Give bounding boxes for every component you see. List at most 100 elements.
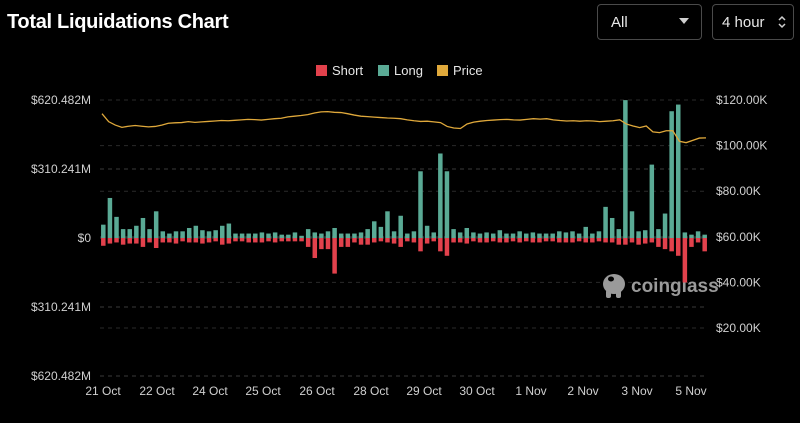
short-bar <box>451 238 456 243</box>
long-bar <box>213 230 218 238</box>
short-bar <box>438 238 443 252</box>
short-bar <box>662 238 668 250</box>
short-bar <box>120 238 126 245</box>
long-bar <box>662 213 668 238</box>
long-bar <box>338 233 344 238</box>
x-tick-label: 26 Oct <box>299 384 335 398</box>
long-bar <box>451 229 456 238</box>
short-bar <box>186 238 192 243</box>
short-bar <box>649 238 655 243</box>
short-bar <box>226 238 232 244</box>
short-bar <box>642 238 648 244</box>
short-bar <box>669 238 674 252</box>
long-bar <box>372 221 377 238</box>
short-bar <box>682 238 688 283</box>
long-bar <box>200 230 205 238</box>
long-bar <box>186 227 192 238</box>
watermark: coinglass <box>603 274 719 298</box>
short-bar <box>576 238 582 242</box>
long-bar <box>299 235 304 238</box>
short-bar <box>299 238 304 242</box>
short-bar <box>206 238 212 243</box>
long-bar <box>173 231 179 238</box>
legend: Short Long Price <box>316 63 483 78</box>
short-bar <box>543 238 549 242</box>
long-bar <box>352 233 357 238</box>
short-bar <box>424 238 430 244</box>
long-bar <box>365 229 370 238</box>
long-bar <box>477 233 483 238</box>
right-tick-label: $80.00K <box>716 184 761 198</box>
short-bar <box>246 238 251 243</box>
long-bar <box>563 232 569 238</box>
long-bar <box>206 231 212 238</box>
short-bar <box>266 238 271 242</box>
left-tick-label: $310.241M <box>31 300 91 314</box>
caret-down-icon <box>679 18 689 24</box>
short-bar <box>114 238 119 243</box>
long-bar <box>490 233 496 238</box>
long-bar <box>550 233 555 238</box>
long-bar <box>101 224 106 238</box>
short-bar <box>101 238 106 246</box>
short-bar <box>107 238 113 244</box>
right-tick-label: $100.00K <box>716 139 767 153</box>
x-tick-label: 1 Nov <box>515 384 546 398</box>
long-bar <box>695 231 701 238</box>
long-bar <box>537 233 542 238</box>
long-bar <box>226 223 232 238</box>
long-bar <box>246 233 251 238</box>
x-tick-label: 21 Oct <box>85 384 121 398</box>
legend-label-price: Price <box>453 63 483 78</box>
x-axis: 21 Oct 22 Oct 24 Oct 25 Oct 26 Oct 28 Oct 29 O… <box>85 384 706 398</box>
legend-swatch-price <box>437 65 448 76</box>
short-bar <box>405 238 410 242</box>
right-tick-label: $60.00K <box>716 230 761 244</box>
long-bar <box>140 217 146 238</box>
long-bar <box>471 232 476 238</box>
long-bar <box>220 225 225 238</box>
x-tick-label: 24 Oct <box>192 384 228 398</box>
short-bar <box>180 238 185 242</box>
long-bar <box>444 171 450 238</box>
short-bar <box>524 238 529 242</box>
long-bar <box>596 231 602 238</box>
interval-select[interactable]: 4 hour <box>712 4 794 40</box>
long-bar <box>583 226 588 238</box>
short-bar <box>431 238 436 242</box>
long-bar <box>114 216 119 238</box>
long-bar <box>484 232 489 238</box>
short-bar <box>557 238 562 243</box>
long-bar <box>689 234 694 238</box>
long-bar <box>398 215 403 238</box>
short-bar <box>220 238 225 245</box>
long-bar <box>557 231 562 238</box>
long-bar <box>253 233 258 238</box>
left-tick-label: $310.241M <box>31 162 91 176</box>
short-bar <box>590 238 595 243</box>
range-select-value: All <box>611 13 628 31</box>
price-line <box>101 110 707 144</box>
long-bar <box>286 234 291 238</box>
short-bar <box>457 238 463 243</box>
long-bar <box>590 233 595 238</box>
long-bar <box>682 232 688 238</box>
short-bar <box>629 238 635 243</box>
short-bar <box>312 238 318 259</box>
long-bar <box>438 153 443 238</box>
short-bar <box>167 238 172 243</box>
short-bar <box>193 238 199 243</box>
short-bar <box>517 238 522 243</box>
long-bar <box>259 232 265 238</box>
short-bar <box>702 238 707 252</box>
updown-chevron-icon <box>778 15 786 29</box>
short-bar <box>319 238 324 250</box>
short-bar <box>292 238 298 242</box>
left-tick-label: $0 <box>78 231 92 245</box>
long-bar <box>345 233 351 238</box>
short-bar <box>325 238 331 250</box>
short-bar <box>233 238 238 242</box>
range-select[interactable]: All <box>597 4 702 40</box>
long-bar <box>524 233 529 238</box>
